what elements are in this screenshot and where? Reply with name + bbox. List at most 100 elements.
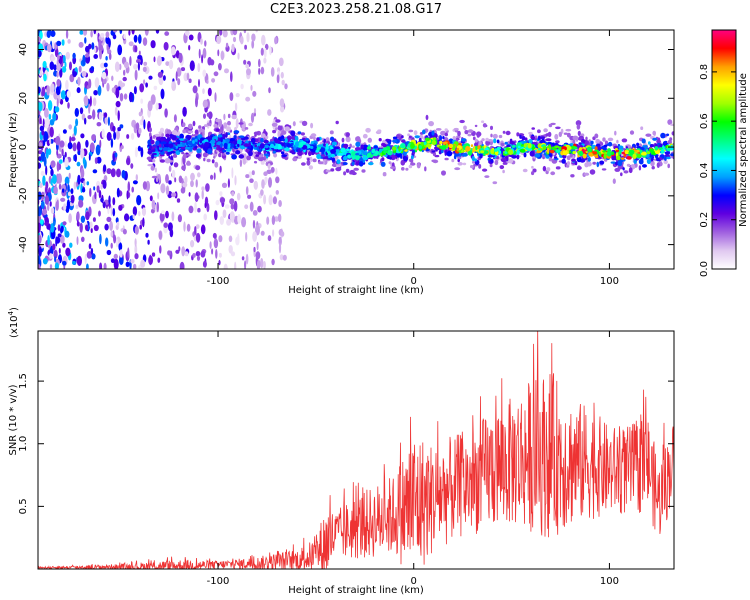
spectrogram-signal-blob	[308, 151, 312, 157]
spectrogram-signal-blob	[389, 156, 392, 160]
spectrogram-noise-blob	[62, 260, 67, 266]
spectrogram-signal-blob	[414, 135, 420, 139]
spectrogram-noise-blob	[136, 195, 142, 206]
spectrogram-signal-blob	[593, 161, 596, 165]
spectrogram-noise-blob	[78, 41, 84, 48]
spectrogram-signal-blob	[382, 143, 388, 148]
spectrogram-noise-blob	[52, 41, 55, 50]
spectrogram-noise-blob	[142, 66, 147, 73]
spectrogram-signal-blob	[484, 175, 490, 179]
spectrogram-noise-blob	[170, 46, 176, 56]
spectrogram-signal-blob	[407, 133, 410, 137]
spectrogram-signal-blob	[315, 149, 319, 153]
spectrogram-noise-blob	[76, 221, 80, 227]
spectrogram-signal-blob	[530, 135, 535, 140]
spectrogram-noise-blob	[61, 39, 65, 46]
spectrogram-signal-blob	[149, 145, 152, 149]
spectrogram-noise-blob	[76, 211, 80, 221]
spectrogram-noise-blob	[92, 109, 96, 120]
spectrogram-noise-blob	[222, 209, 227, 218]
spectrogram-signal-blob	[481, 138, 485, 142]
spectrogram-noise-blob	[196, 255, 201, 261]
spectrogram-noise-blob	[135, 122, 140, 130]
spectrogram-noise-blob	[163, 222, 168, 228]
spectrogram-noise-blob	[83, 95, 89, 107]
spectrogram-signal-blob	[650, 160, 655, 167]
spectrogram-signal-blob	[388, 161, 392, 165]
spectrogram-signal-blob	[231, 114, 237, 120]
spectrogram-signal-blob	[168, 143, 174, 148]
spectrogram-noise-blob	[114, 106, 118, 116]
spectrogram-signal-blob	[297, 131, 302, 135]
spectrogram-noise-blob	[258, 58, 261, 68]
spectrogram-signal-blob	[373, 145, 378, 149]
spectrogram-noise-blob	[98, 210, 101, 217]
spectrogram-signal-blob	[509, 141, 515, 145]
spectrogram-marks	[38, 30, 674, 269]
spectrogram-signal-blob	[260, 137, 264, 143]
spectrogram-signal-blob	[330, 153, 336, 158]
spectrogram-signal-blob	[476, 135, 480, 138]
spectrogram-noise-blob	[138, 210, 141, 217]
spectrogram-noise-blob	[52, 112, 57, 122]
spectrogram-noise-blob	[38, 222, 41, 234]
spectrogram-noise-blob	[104, 223, 109, 231]
spectrogram-noise-blob	[39, 125, 45, 132]
spectrogram-noise-blob	[117, 44, 123, 56]
spectrogram-noise-blob	[215, 249, 218, 259]
spectrogram-signal-blob	[478, 140, 482, 147]
spectrogram-signal-blob	[181, 165, 186, 171]
spectrogram-signal-blob	[622, 167, 625, 171]
spectrogram-noise-blob	[224, 68, 229, 74]
spectrogram-noise-blob	[43, 156, 47, 167]
spectrogram-signal-blob	[615, 149, 620, 153]
spectrogram-noise-blob	[40, 219, 44, 225]
spectrogram-noise-blob	[204, 40, 207, 47]
spectrogram-signal-blob	[464, 130, 469, 135]
spectrogram-noise-blob	[157, 257, 161, 263]
spectrogram-signal-blob	[669, 137, 673, 142]
spectrogram-signal-blob	[666, 156, 671, 160]
spectrogram-signal-blob	[413, 130, 418, 136]
spectrogram-noise-blob	[229, 211, 235, 222]
spectrogram-noise-blob	[50, 207, 55, 214]
spectrogram-noise-blob	[115, 238, 119, 248]
spectrogram-signal-blob	[570, 174, 575, 178]
spectrogram-noise-blob	[85, 211, 90, 221]
spectrogram-noise-blob	[260, 160, 265, 165]
spectrogram-noise-blob	[261, 34, 266, 46]
spectrogram-noise-blob	[165, 210, 169, 219]
spectrogram-noise-blob	[263, 47, 267, 59]
spectrogram-signal-blob	[600, 149, 604, 154]
spectrogram-noise-blob	[219, 197, 226, 204]
spectrogram-noise-blob	[112, 30, 118, 33]
spectrogram-noise-blob	[272, 229, 275, 237]
spectrogram-signal-blob	[271, 122, 278, 127]
spectrogram-signal-blob	[343, 171, 347, 176]
spectrogram-noise-blob	[278, 57, 284, 67]
spectrogram-signal-blob	[165, 133, 170, 138]
spectrogram-noise-blob	[127, 181, 131, 193]
spectrogram-signal-blob	[253, 131, 259, 135]
spectrogram-signal-blob	[666, 133, 670, 137]
spectrogram-noise-blob	[213, 71, 219, 77]
spectrogram-signal-blob	[480, 150, 485, 154]
spectrogram-noise-blob	[100, 183, 103, 190]
spectrogram-signal-blob	[446, 150, 453, 157]
spectrogram-noise-blob	[88, 78, 92, 89]
spectrogram-noise-blob	[62, 129, 67, 134]
spectrogram-noise-blob	[123, 93, 128, 100]
spectrogram-signal-blob	[577, 166, 582, 170]
spectrogram-signal-blob	[482, 123, 487, 128]
spectrogram-noise-blob	[251, 40, 255, 49]
spectrogram-noise-blob	[222, 30, 228, 38]
spectrogram-noise-blob	[159, 212, 165, 222]
spectrogram-signal-blob	[536, 150, 541, 154]
spectrogram-noise-blob	[94, 47, 97, 53]
spectrogram-signal-blob	[345, 136, 351, 143]
spectrogram-signal-blob	[275, 119, 281, 123]
spectrogram-noise-blob	[217, 49, 220, 57]
spectrogram-signal-blob	[424, 137, 431, 142]
spectrogram-signal-blob	[405, 167, 409, 171]
spectrogram-signal-blob	[420, 141, 424, 146]
